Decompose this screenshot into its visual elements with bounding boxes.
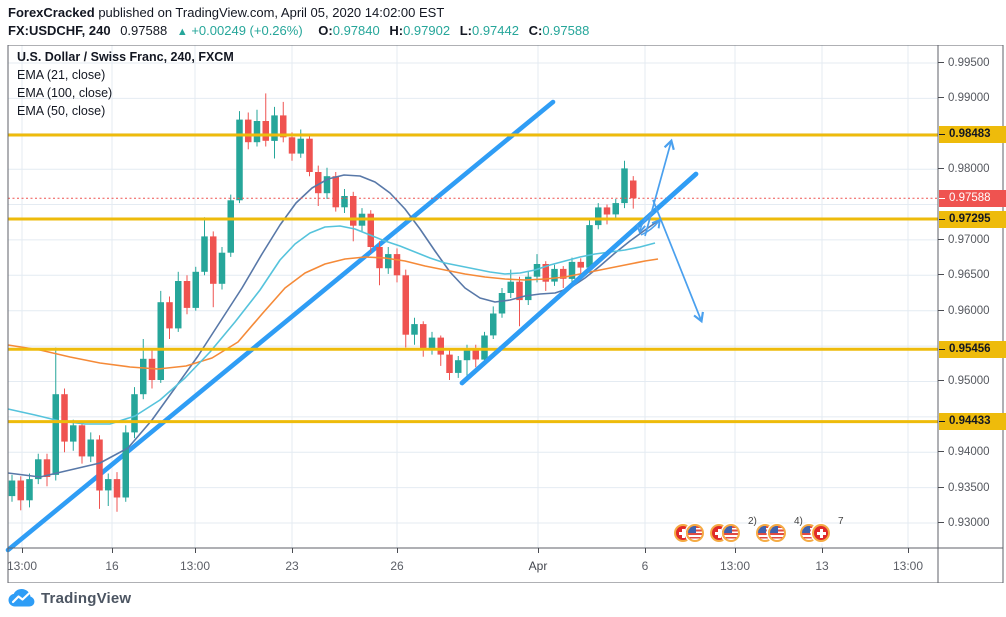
publish-info-text: published on TradingView.com, April 05, …	[94, 5, 445, 20]
time-tick-label: 13	[815, 559, 829, 573]
time-tick-mark	[735, 548, 736, 553]
time-tick-label: 13:00	[6, 559, 38, 573]
price-tick-mark	[938, 310, 944, 311]
tradingview-cloud-icon	[8, 589, 35, 607]
close-value: 0.97588	[542, 23, 590, 38]
publish-info: ForexCracked published on TradingView.co…	[8, 4, 589, 21]
time-tick-mark	[292, 548, 293, 553]
low-label: L:	[459, 23, 472, 38]
us-flag-icon	[686, 524, 704, 542]
chart-canvas[interactable]	[0, 45, 1006, 583]
time-tick-mark	[908, 548, 909, 553]
time-tick-mark	[538, 548, 539, 553]
us-flag-icon	[722, 524, 740, 542]
close-label: C:	[528, 23, 543, 38]
support-resistance-levels[interactable]	[8, 133, 938, 424]
ema-line-100[interactable]	[7, 256, 659, 370]
pane-borders	[7, 45, 1004, 583]
event-count-label: 7	[838, 516, 844, 527]
time-tick-label: 13:00	[719, 559, 751, 573]
projection-arrows[interactable]	[636, 138, 704, 324]
tradingview-logo[interactable]: TradingView	[8, 589, 131, 607]
price-tick-mark	[938, 487, 944, 488]
price-tick-mark	[938, 274, 944, 275]
tradingview-logo-text: TradingView	[41, 589, 132, 607]
time-tick-label: 26	[390, 559, 404, 573]
high-label: H:	[389, 23, 404, 38]
header: ForexCracked published on TradingView.co…	[8, 4, 589, 41]
high-value: 0.97902	[403, 23, 451, 38]
level-price-badge: 0.97295	[939, 211, 1006, 228]
time-tick-mark	[822, 548, 823, 553]
open-label: O:	[318, 23, 333, 38]
level-price-badge: 0.98483	[939, 126, 1006, 143]
price-change: +0.00249 (+0.26%)	[191, 23, 303, 38]
time-tick-mark	[195, 548, 196, 553]
time-tick-label: 13:00	[892, 559, 924, 573]
ema-line-50[interactable]	[7, 225, 656, 425]
legend-ema-50[interactable]: EMA (50, close)	[17, 104, 106, 118]
time-axis[interactable]: 13:00 16 13:00 23 26 Apr 6 13:00 13 13:00	[0, 548, 1006, 583]
time-tick-mark	[112, 548, 113, 553]
time-tick-mark	[397, 548, 398, 553]
grid	[8, 45, 938, 548]
candlestick-series	[8, 93, 637, 512]
price-tick-mark	[938, 168, 944, 169]
last-price-value: 0.97588	[120, 23, 168, 38]
switzerland-flag-icon	[812, 524, 830, 542]
time-tick-mark	[22, 548, 23, 553]
price-tick-mark	[938, 451, 944, 452]
price-tick-mark	[938, 62, 944, 63]
symbol-interval: FX:USDCHF, 240	[8, 23, 111, 38]
price-tick-mark	[938, 522, 944, 523]
price-tick-mark	[938, 239, 944, 240]
time-tick-label: Apr	[528, 559, 548, 573]
level-price-badge: 0.94433	[939, 413, 1006, 430]
legend-ema-100[interactable]: EMA (100, close)	[17, 86, 113, 100]
time-tick-label: 6	[641, 559, 649, 573]
time-tick-label: 13:00	[179, 559, 211, 573]
last-price-badge: 0.97588	[939, 190, 1006, 207]
open-value: 0.97840	[332, 23, 380, 38]
price-tick-mark	[938, 380, 944, 381]
low-value: 0.97442	[471, 23, 519, 38]
legend-ema-21[interactable]: EMA (21, close)	[17, 68, 106, 82]
time-tick-label: 23	[285, 559, 299, 573]
us-flag-icon	[768, 524, 786, 542]
price-tick-mark	[938, 97, 944, 98]
symbol-ohlc-bar: FX:USDCHF, 240 0.97588 ▲ +0.00249 (+0.26…	[8, 22, 589, 41]
chart-title: U.S. Dollar / Swiss Franc, 240, FXCM	[17, 50, 234, 64]
price-axis[interactable]: 0.99500 0.99000 0.98000 0.97000 0.96500 0.960…	[938, 45, 1006, 548]
event-count-label: 2)	[748, 516, 757, 527]
time-tick-label: 16	[105, 559, 119, 573]
event-count-label: 4)	[794, 516, 803, 527]
author-name: ForexCracked	[8, 5, 95, 20]
level-price-badge: 0.95456	[939, 341, 1006, 358]
up-arrow-icon: ▲	[176, 26, 188, 38]
time-tick-mark	[645, 548, 646, 553]
